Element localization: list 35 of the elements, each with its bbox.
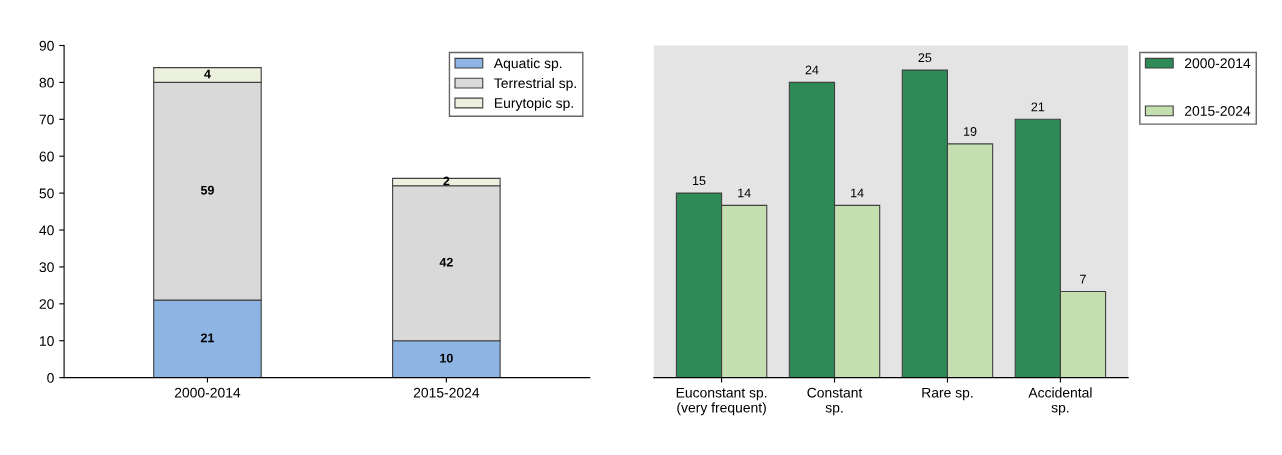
x-tick-label: 2015-2024 [413, 387, 480, 398]
data-label: 19 [964, 127, 977, 136]
y-tick-label: 70 [39, 114, 54, 125]
y-tick-label: 30 [39, 262, 54, 273]
data-label: 15 [693, 176, 706, 186]
data-label: 7 [1080, 274, 1086, 284]
y-tick-label: 80 [39, 77, 54, 88]
x-tick-label: Accidental sp. [1028, 387, 1092, 416]
data-label: 14 [851, 188, 864, 198]
x-tick-label: Euconstant sp. (very frequent) [676, 387, 767, 416]
legend-label: Aquatic sp. [493, 58, 562, 71]
y-tick-label: 10 [39, 336, 54, 346]
data-label: 21 [1031, 102, 1045, 112]
y-tick-label: 0 [47, 372, 54, 383]
data-label: 59 [200, 185, 214, 195]
data-label: 2 [443, 176, 450, 186]
legend-label: 2015-2024 [1184, 106, 1251, 116]
x-tick-label: 2000-2014 [174, 387, 241, 398]
data-label: 14 [738, 188, 751, 198]
legend-label: 2000-2014 [1184, 58, 1251, 69]
data-label: 4 [204, 69, 211, 79]
data-label: 25 [918, 53, 932, 63]
y-tick-label: 20 [39, 299, 54, 310]
legend-label: Eurytopic sp. [495, 97, 573, 111]
data-label: 10 [440, 353, 453, 363]
y-tick-label: 40 [39, 225, 54, 236]
legend-label: Terrestrial sp. [494, 77, 576, 91]
y-tick-label: 90 [39, 40, 54, 51]
data-label: 21 [200, 333, 215, 343]
x-tick-label: Constant sp. [807, 387, 863, 416]
data-label: 24 [805, 65, 819, 75]
x-tick-label: Rare sp. [922, 387, 973, 401]
y-tick-label: 60 [39, 151, 54, 162]
y-tick-label: 50 [39, 188, 54, 199]
data-label: 42 [439, 257, 453, 267]
